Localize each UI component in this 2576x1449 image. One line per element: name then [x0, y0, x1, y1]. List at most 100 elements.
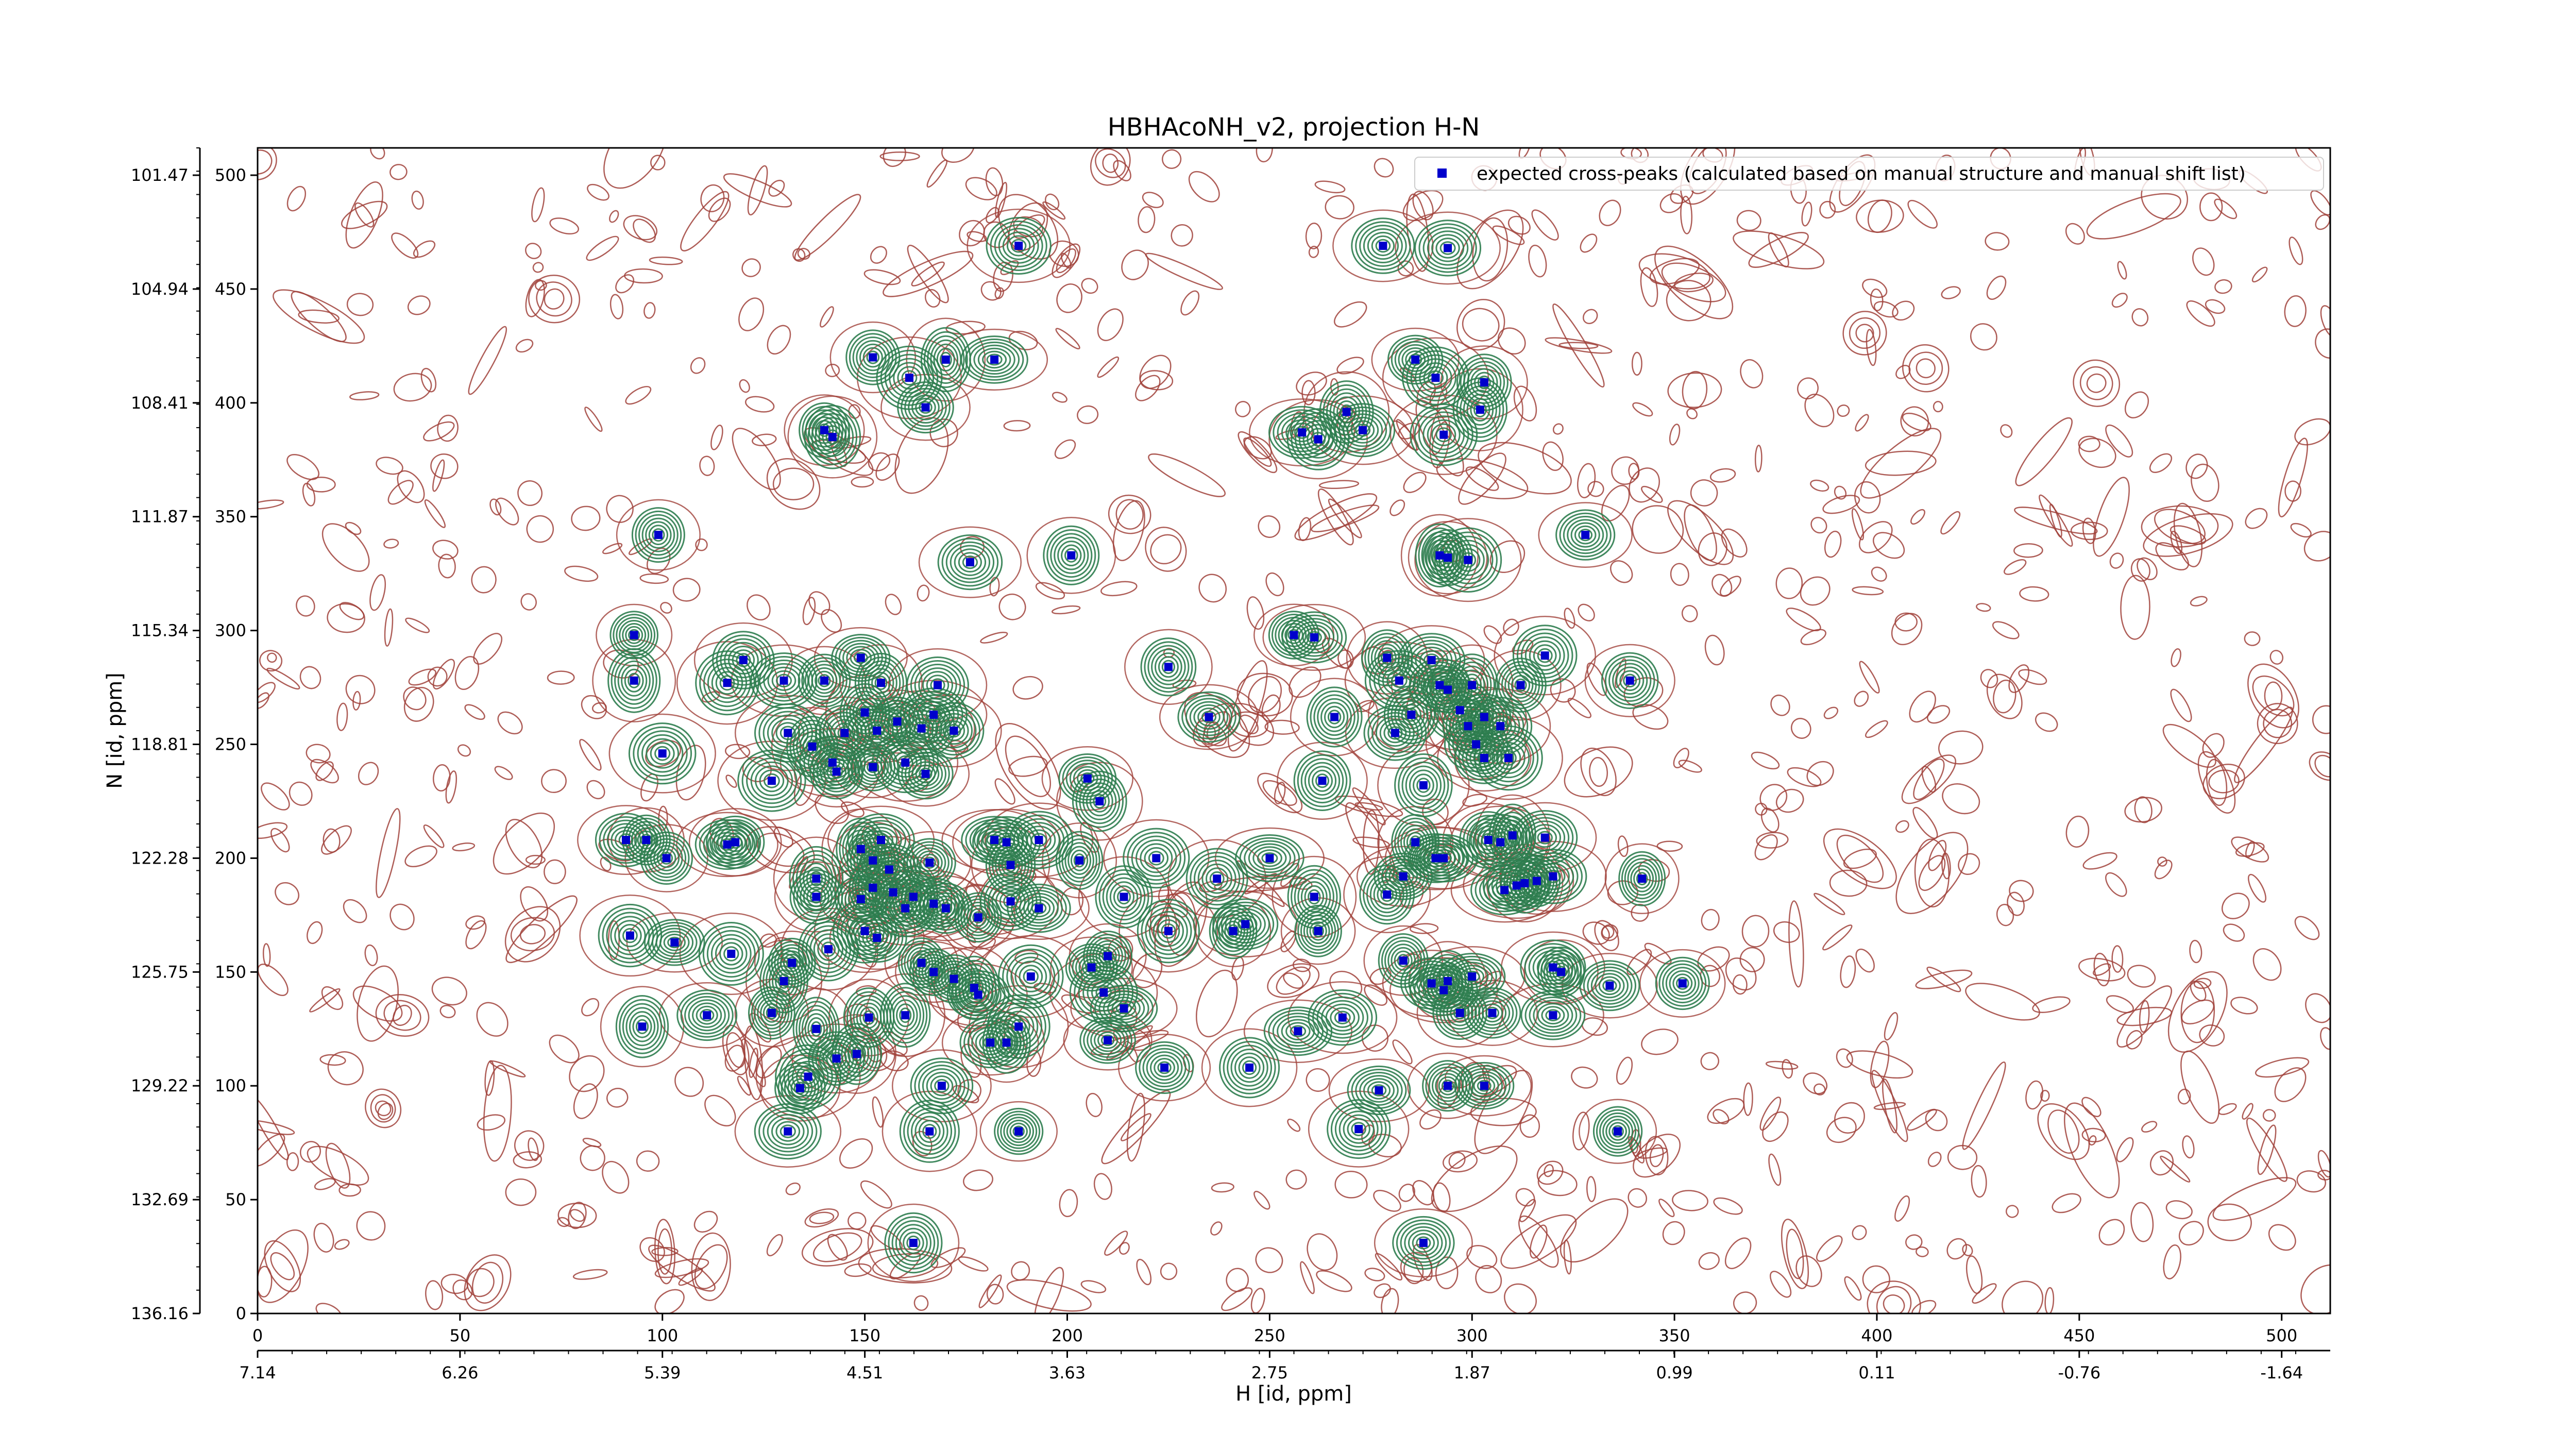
noise-contour	[2231, 836, 2269, 863]
noise-contour	[1871, 1070, 1908, 1142]
noise-contour	[1938, 730, 1984, 765]
peak-contour	[870, 932, 885, 944]
peak-halo-contour	[1395, 211, 1501, 285]
peak-contour	[1491, 866, 1542, 905]
noise-contour	[1280, 930, 1297, 953]
peak-contour	[1304, 885, 1325, 909]
noise-contour	[2296, 1170, 2327, 1193]
peak-contour	[807, 409, 858, 465]
noise-contour	[1318, 480, 1360, 490]
noise-contour	[445, 770, 457, 804]
peak-contour	[625, 1007, 659, 1047]
noise-contour	[477, 1114, 506, 1131]
peak-contour	[1023, 969, 1039, 984]
peak-contour	[918, 1065, 965, 1107]
noise-contour	[1927, 705, 1951, 724]
peak-contour	[618, 924, 642, 948]
peak-contour	[1619, 670, 1641, 692]
noise-contour	[625, 385, 652, 405]
peak-contour	[1150, 1054, 1179, 1081]
noise-contour	[2300, 1264, 2330, 1313]
noise-contour	[2197, 751, 2236, 814]
noise-contour	[1616, 1056, 1633, 1085]
noise-contour	[1086, 1092, 1103, 1117]
noise-contour	[633, 218, 656, 243]
noise-contour	[1918, 855, 1946, 891]
peak-contour	[1424, 535, 1455, 576]
peak-contour	[919, 767, 933, 781]
expected-cross-peak-marker	[1104, 1036, 1112, 1044]
peak-contour	[1423, 366, 1448, 390]
peak-contour	[1083, 930, 1133, 982]
peak-contour	[1206, 867, 1229, 890]
noise-contour	[403, 686, 427, 711]
peak-contour	[1500, 750, 1517, 766]
peak-contour	[1001, 1035, 1013, 1050]
noise-contour	[309, 988, 341, 1013]
peak-contour	[891, 1220, 936, 1266]
peak-contour	[1474, 997, 1511, 1029]
peak-halo-contour	[1639, 949, 1726, 1018]
peak-contour	[698, 922, 764, 986]
peak-contour	[1019, 965, 1043, 988]
noise-contour	[2289, 237, 2303, 265]
expected-cross-peak-marker	[901, 758, 910, 767]
noise-contour	[1563, 1239, 1572, 1275]
noise-contour	[1052, 243, 1081, 278]
peak-contour	[1506, 860, 1543, 906]
noise-contour	[580, 1145, 605, 1171]
expected-cross-peak-marker	[1431, 374, 1440, 382]
peak-contour	[1094, 987, 1154, 1030]
peak-contour	[654, 746, 671, 761]
noise-contour	[356, 1211, 386, 1241]
peak-contour	[1374, 852, 1433, 900]
noise-contour	[383, 538, 399, 549]
noise-contour	[1633, 1134, 1681, 1178]
expected-cross-peak-marker	[1480, 713, 1488, 721]
noise-contour	[1374, 1283, 1391, 1299]
peak-halo-contour	[1124, 629, 1213, 705]
noise-contour	[1462, 794, 1487, 807]
expected-cross-peak-marker	[1359, 426, 1367, 434]
x-index-tick-label: 200	[1052, 1326, 1083, 1345]
peak-contour	[835, 1026, 879, 1081]
peak-contour	[1113, 885, 1135, 908]
peak-contour	[922, 886, 970, 931]
peak-contour	[1111, 999, 1137, 1018]
peak-contour	[1549, 959, 1573, 985]
noise-contour	[1580, 233, 1598, 253]
expected-cross-peak-marker	[1500, 886, 1509, 895]
peak-contour	[1474, 725, 1543, 791]
noise-contour	[958, 1256, 989, 1272]
peak-contour	[659, 931, 690, 954]
noise-contour	[2320, 305, 2330, 339]
peak-contour	[1555, 509, 1616, 561]
expected-cross-peak-marker	[1444, 553, 1452, 562]
expected-cross-peak-marker	[869, 763, 877, 771]
peak-halo-contour	[1538, 502, 1633, 568]
peak-contour	[977, 347, 1011, 372]
peak-contour	[1470, 993, 1514, 1033]
expected-cross-peak-marker	[1549, 872, 1557, 881]
legend-box	[1414, 157, 2324, 191]
noise-contour	[995, 723, 1061, 810]
noise-contour	[1042, 201, 1066, 220]
noise-contour	[2018, 669, 2047, 685]
noise-contour	[1855, 948, 1875, 973]
expected-cross-peak-marker	[856, 845, 865, 853]
noise-contour	[1810, 517, 1827, 534]
expected-cross-peak-marker	[917, 724, 926, 733]
peak-contour	[1312, 924, 1324, 938]
peak-contour	[598, 903, 663, 968]
noise-contour	[1458, 452, 1506, 505]
peak-contour	[1416, 778, 1431, 793]
peak-contour	[638, 514, 679, 556]
x-ppm-tick-label: 5.39	[644, 1363, 681, 1383]
peak-contour	[809, 890, 823, 904]
noise-contour	[1680, 195, 1693, 234]
noise-contour	[586, 235, 619, 261]
peak-contour	[703, 659, 751, 707]
peak-contour	[1300, 911, 1336, 951]
peak-contour	[1478, 1000, 1507, 1026]
